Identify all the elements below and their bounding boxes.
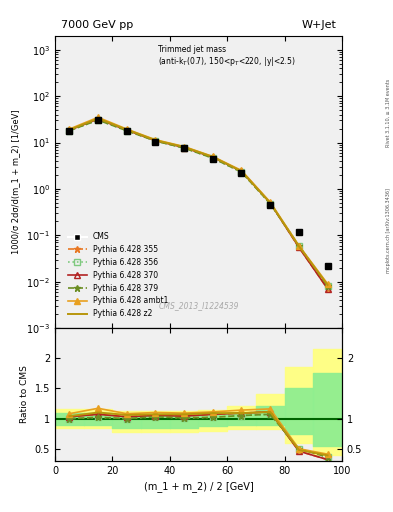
Legend: CMS, Pythia 6.428 355, Pythia 6.428 356, Pythia 6.428 370, Pythia 6.428 379, Pyt: CMS, Pythia 6.428 355, Pythia 6.428 356,… xyxy=(64,229,171,321)
X-axis label: (m_1 + m_2) / 2 [GeV]: (m_1 + m_2) / 2 [GeV] xyxy=(143,481,253,492)
Text: Trimmed jet mass
(anti-k$_T$(0.7), 150<p$_T$<220, |y|<2.5): Trimmed jet mass (anti-k$_T$(0.7), 150<p… xyxy=(158,45,296,69)
Text: 7000 GeV pp: 7000 GeV pp xyxy=(61,20,133,30)
Text: CMS_2013_I1224539: CMS_2013_I1224539 xyxy=(158,302,239,310)
Y-axis label: 1000/σ 2dσ/d(m_1 + m_2) [1/GeV]: 1000/σ 2dσ/d(m_1 + m_2) [1/GeV] xyxy=(12,110,20,254)
Text: Rivet 3.1.10, ≥ 3.1M events: Rivet 3.1.10, ≥ 3.1M events xyxy=(386,78,391,147)
Text: mcplots.cern.ch [arXiv:1306.3436]: mcplots.cern.ch [arXiv:1306.3436] xyxy=(386,188,391,273)
Text: W+Jet: W+Jet xyxy=(301,20,336,30)
Y-axis label: Ratio to CMS: Ratio to CMS xyxy=(20,366,29,423)
